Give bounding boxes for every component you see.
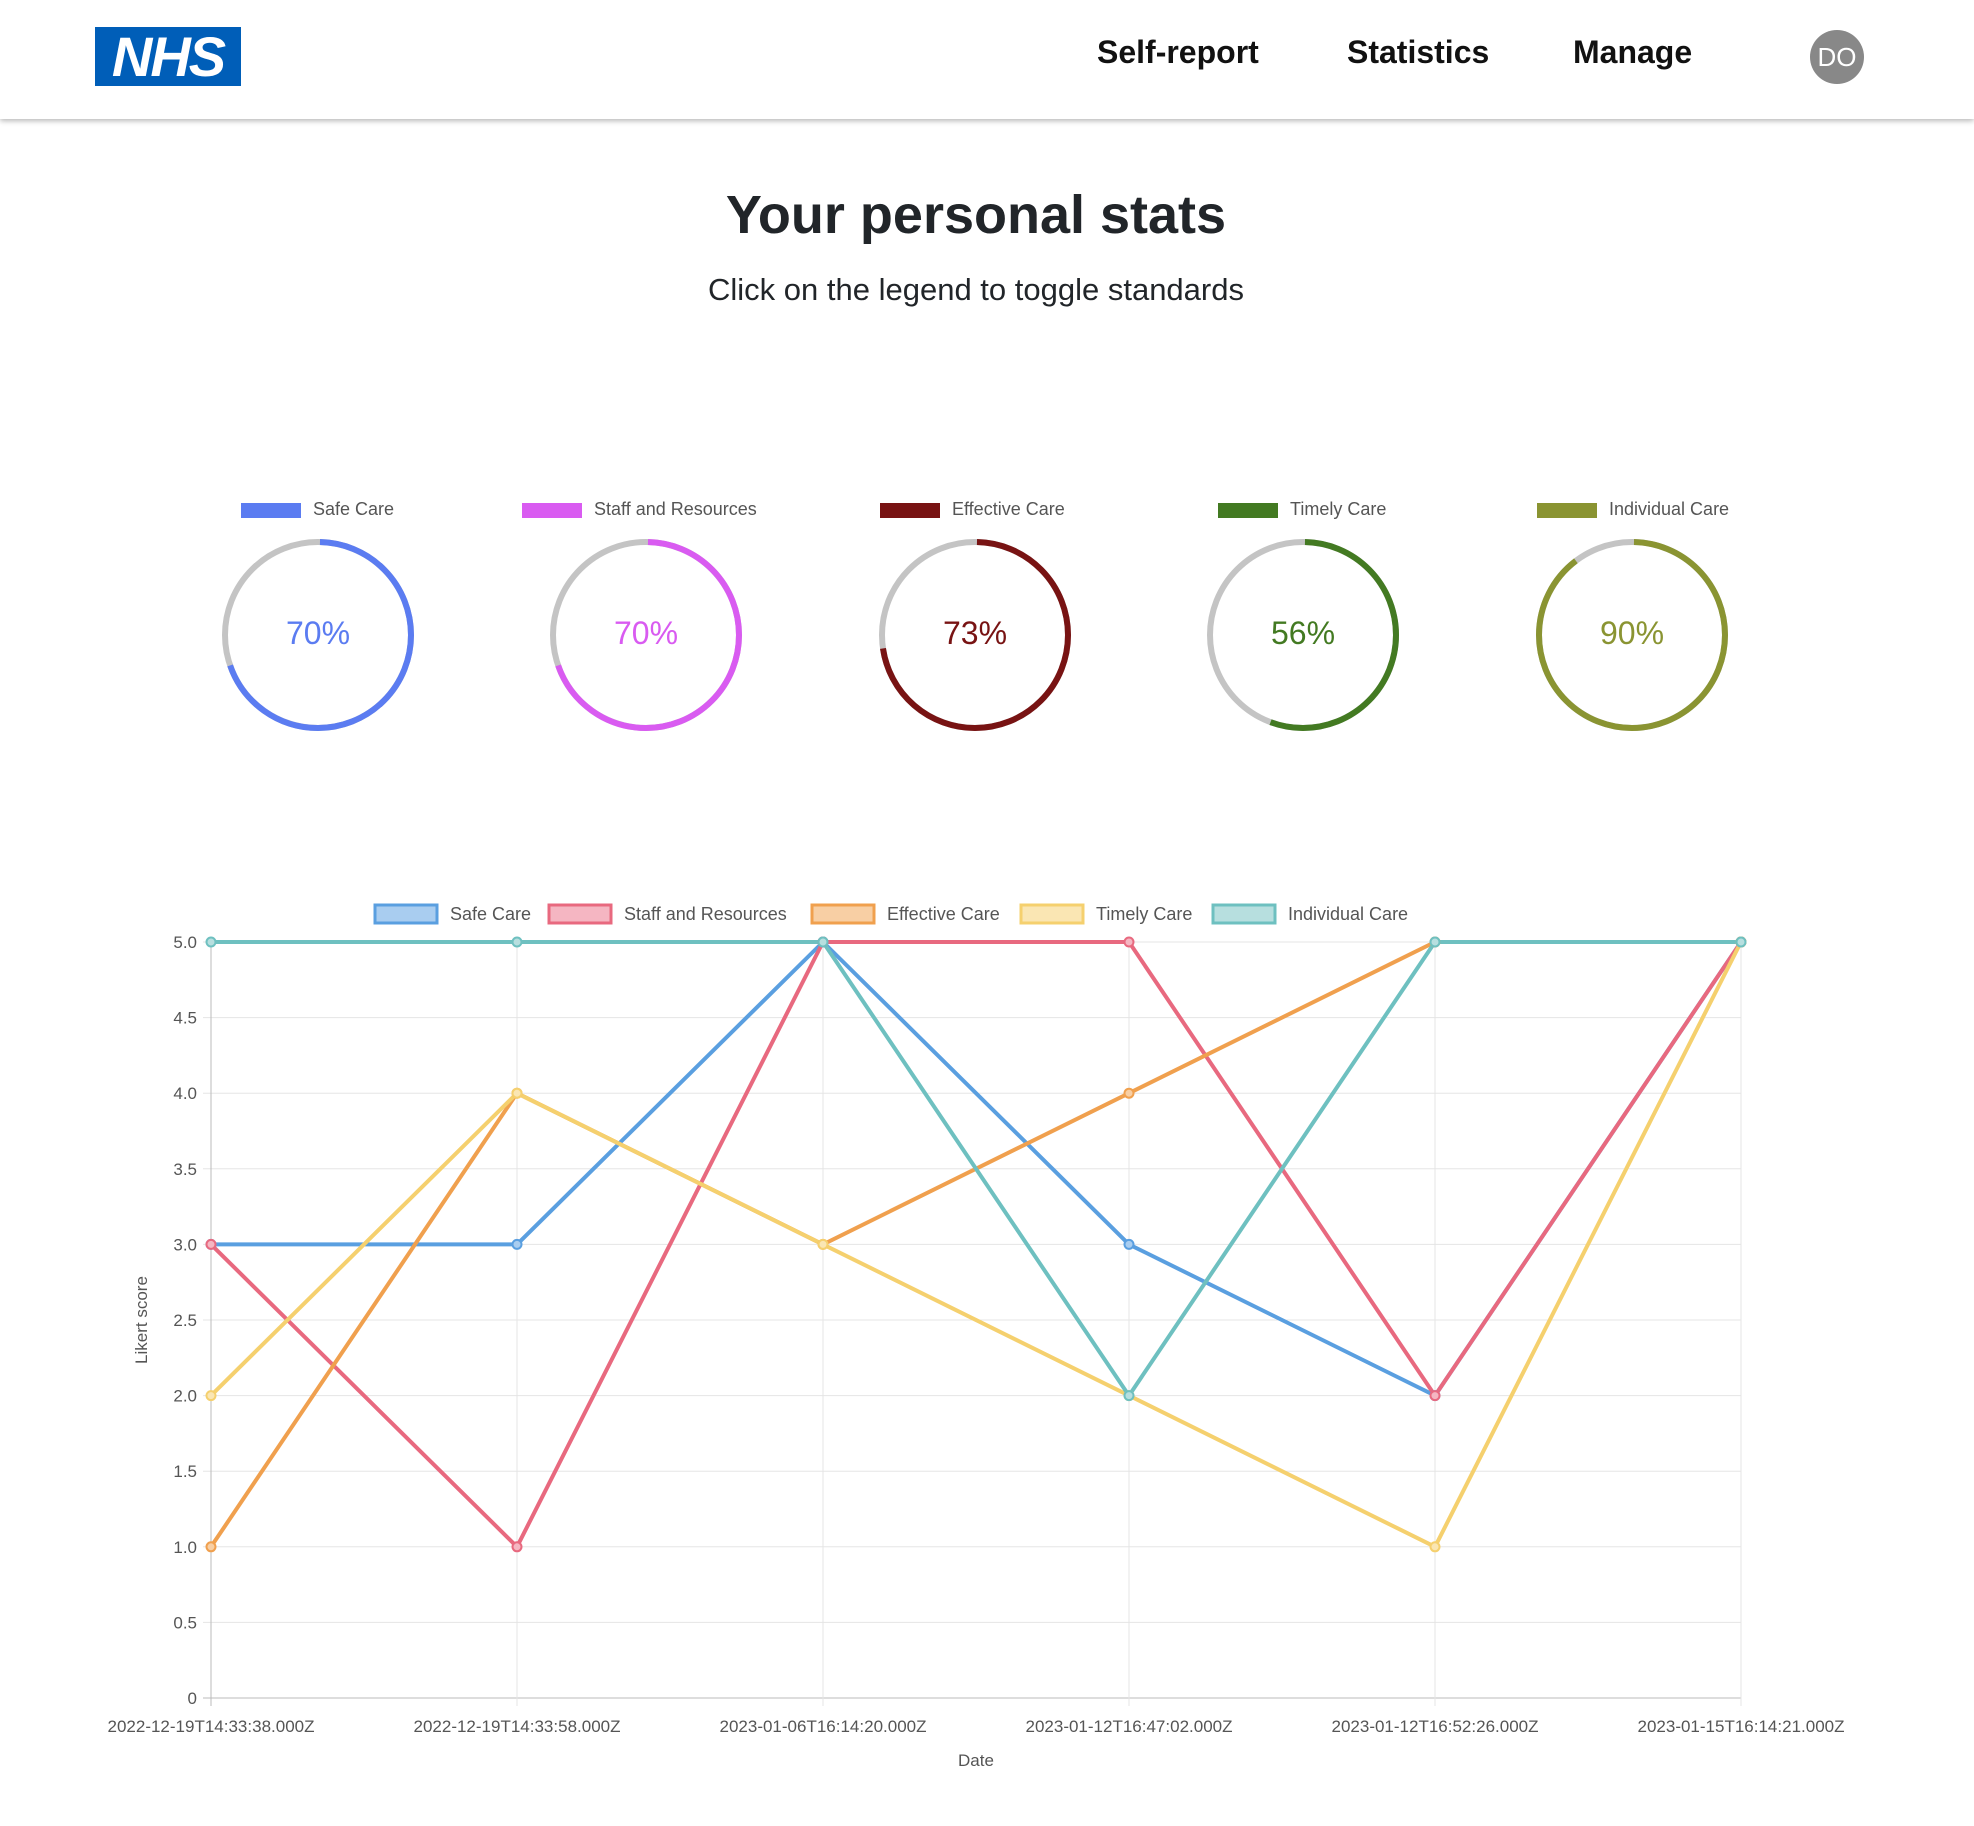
legend-label-effective-care[interactable]: Effective Care	[887, 904, 1000, 924]
point-safe-care	[1123, 1238, 1135, 1250]
donut-legend-label[interactable]: Staff and Resources	[594, 499, 757, 519]
y-tick-label: 5.0	[173, 933, 197, 952]
chart-legend: Safe Care Staff and Resources Effective Ca…	[373, 903, 1408, 925]
donut-legend-swatch[interactable]	[880, 503, 940, 518]
donut-legend-swatch[interactable]	[1218, 503, 1278, 518]
y-tick-label: 1.0	[173, 1538, 197, 1557]
point-timely-care	[205, 1390, 217, 1402]
legend-label-safe-care[interactable]: Safe Care	[450, 904, 531, 924]
point-individual-care	[1123, 1390, 1135, 1402]
donut-ring	[1207, 539, 1399, 731]
legend-swatch-staff-and-resources[interactable]	[547, 903, 613, 925]
y-tick-label: 3.0	[173, 1235, 197, 1254]
x-tick-label: 2023-01-06T16:14:20.000Z	[720, 1717, 927, 1736]
nav-manage[interactable]: Manage	[1573, 34, 1693, 70]
point-individual-care	[817, 936, 829, 948]
donut-percentage: 73%	[942, 615, 1008, 651]
point-effective-care	[205, 1541, 217, 1553]
y-tick-label: 1.5	[173, 1462, 197, 1481]
navbar: NHS Self-report Statistics Manage DO	[0, 0, 1974, 119]
point-individual-care	[511, 936, 523, 948]
user-avatar[interactable]: DO	[1810, 30, 1864, 84]
donut-value-arc	[1536, 539, 1728, 731]
legend-swatch-safe-care[interactable]	[373, 903, 439, 925]
donut-legend-label[interactable]: Safe Care	[313, 499, 395, 519]
legend-swatch-effective-care[interactable]	[810, 903, 876, 925]
y-tick-label: 2.5	[173, 1311, 197, 1330]
donut-legend-label[interactable]: Timely Care	[1290, 499, 1387, 519]
point-effective-care	[1123, 1087, 1135, 1099]
legend-swatch-timely-care[interactable]	[1019, 903, 1085, 925]
series-line-timely-care	[209, 941, 1743, 1549]
page-title: Your personal stats	[725, 185, 1227, 245]
donut-safe-care: Safe Care 70%	[168, 495, 468, 745]
point-individual-care	[1429, 936, 1441, 948]
line-chart: 0 0.5 1.0 1.5 2.0 2.5 3.0 3.5 4.0 4.5 5.0 2022-12-1…	[108, 903, 1845, 1770]
point-timely-care	[817, 1238, 829, 1250]
donut-timely-care: Timely Care 56%	[1153, 495, 1453, 745]
donut-ring	[1536, 539, 1728, 731]
donut-legend-label[interactable]: Effective Care	[952, 499, 1065, 519]
y-tick-label: 4.5	[173, 1009, 197, 1028]
nhs-logo[interactable]: NHS	[95, 27, 241, 86]
x-tick-label: 2023-01-12T16:52:26.000Z	[1332, 1717, 1539, 1736]
y-tick-label: 0.5	[173, 1613, 197, 1632]
x-tick-label: 2022-12-19T14:33:38.000Z	[108, 1717, 315, 1736]
donut-legend-swatch[interactable]	[1537, 503, 1597, 518]
x-tick-label: 2023-01-15T16:14:21.000Z	[1638, 1717, 1845, 1736]
point-staff-and-resources	[511, 1541, 523, 1553]
series-line-staff-and-resources	[209, 940, 1743, 1549]
y-tick-label: 2.0	[173, 1387, 197, 1406]
x-axis-title: Date	[958, 1751, 994, 1770]
x-tick-label: 2023-01-12T16:47:02.000Z	[1026, 1717, 1233, 1736]
donut-percentage: 90%	[1599, 615, 1665, 651]
legend-label-timely-care[interactable]: Timely Care	[1096, 904, 1192, 924]
donut-effective-care: Effective Care 73%	[825, 495, 1125, 745]
y-tick-label: 0	[188, 1689, 197, 1708]
point-timely-care	[511, 1087, 523, 1099]
point-staff-and-resources	[1123, 936, 1135, 948]
donut-value-arc	[550, 539, 742, 731]
point-safe-care	[511, 1238, 523, 1250]
y-tick-label: 4.0	[173, 1084, 197, 1103]
legend-label-staff-and-resources[interactable]: Staff and Resources	[624, 904, 787, 924]
point-staff-and-resources	[1429, 1390, 1441, 1402]
legend-swatch-individual-care[interactable]	[1211, 903, 1277, 925]
page-subtitle: Click on the legend to toggle standards	[708, 272, 1244, 307]
donut-value-arc	[1207, 539, 1399, 731]
x-tick-label: 2022-12-19T14:33:58.000Z	[414, 1717, 621, 1736]
donut-ring	[550, 539, 742, 731]
legend-label-individual-care[interactable]: Individual Care	[1288, 904, 1408, 924]
donut-legend-label[interactable]: Individual Care	[1609, 499, 1730, 519]
donut-value-arc	[222, 539, 414, 731]
donut-legend-swatch[interactable]	[522, 503, 582, 518]
nav-self-report[interactable]: Self-report	[1097, 34, 1259, 70]
series-line-individual-care	[211, 940, 1741, 1398]
donut-value-arc	[879, 539, 1071, 731]
y-tick-label: 3.5	[173, 1160, 197, 1179]
point-individual-care	[205, 936, 217, 948]
donut-ring	[879, 539, 1071, 731]
donut-percentage: 70%	[613, 615, 679, 651]
point-timely-care	[1429, 1541, 1441, 1553]
point-individual-care	[1735, 936, 1747, 948]
donut-ring	[222, 539, 414, 731]
donut-individual-care: Individual Care 90%	[1482, 495, 1782, 745]
point-staff-and-resources	[205, 1238, 217, 1250]
nav-statistics[interactable]: Statistics	[1347, 34, 1490, 70]
y-axis-title: Likert score	[132, 1276, 151, 1364]
donut-staff-and-resources: Staff and Resources 70%	[496, 495, 796, 745]
donut-percentage: 70%	[285, 615, 351, 651]
donut-legend-swatch[interactable]	[241, 503, 301, 518]
donut-percentage: 56%	[1270, 615, 1336, 651]
